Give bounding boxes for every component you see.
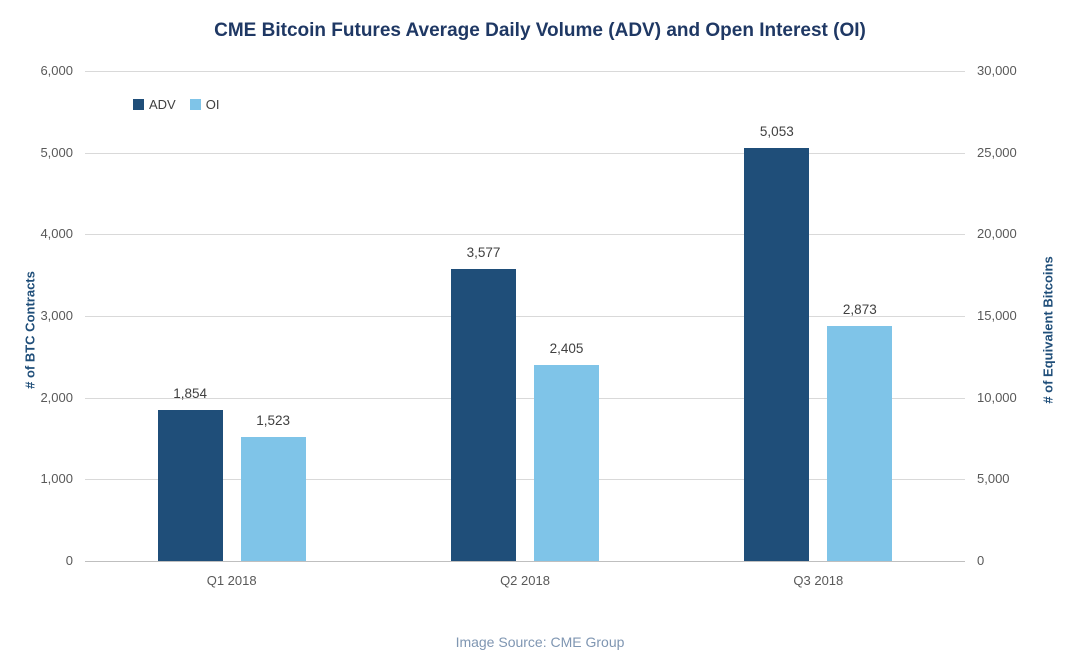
- chart-title: CME Bitcoin Futures Average Daily Volume…: [214, 20, 866, 41]
- legend-label-adv: ADV: [149, 97, 176, 112]
- category-label: Q2 2018: [500, 573, 550, 588]
- image-source-caption: Image Source: CME Group: [455, 634, 625, 650]
- right-axis-tick-label: 5,000: [977, 471, 1010, 487]
- gridline: [85, 71, 965, 72]
- legend-swatch-adv: [133, 99, 144, 110]
- right-axis-tick-label: 30,000: [977, 63, 1017, 78]
- right-axis-tick-label: 20,000: [977, 226, 1017, 242]
- bar-adv-q3-2018: [744, 148, 810, 561]
- bar-value-label: 2,873: [842, 302, 877, 318]
- bar-value-label: 2,405: [549, 340, 584, 356]
- bar-value-label: 1,523: [256, 412, 291, 428]
- bar-value-label: 5,053: [759, 124, 794, 140]
- legend-label-oi: OI: [205, 97, 220, 112]
- bar-oi-q1-2018: [240, 436, 306, 561]
- bar-value-label: 3,577: [466, 244, 501, 260]
- left-axis-tick-label: 5,000: [40, 144, 73, 160]
- left-axis-tick-label: 4,000: [40, 226, 73, 242]
- bar-adv-q2-2018: [451, 268, 516, 561]
- left-axis-tick-label: 0: [65, 553, 73, 568]
- left-axis-tick-label: 6,000: [40, 63, 73, 78]
- gridline: [85, 234, 965, 236]
- left-axis-tick-label: 1,000: [40, 471, 73, 487]
- legend-item-oi: OI: [189, 97, 220, 112]
- right-axis-tick-label: 0: [977, 553, 985, 568]
- gridline: [85, 316, 965, 317]
- category-label: Q3 2018: [793, 573, 844, 588]
- left-axis-tick-label: 2,000: [40, 389, 73, 405]
- right-axis-title: # of Equivalent Bitcoins: [1040, 256, 1056, 404]
- right-axis-tick-label: 25,000: [977, 144, 1017, 160]
- bar-value-label: 1,854: [173, 385, 208, 401]
- right-axis-tick-label: 10,000: [977, 389, 1017, 405]
- right-axis-tick-label: 15,000: [977, 308, 1017, 323]
- plot-area: ADV OI: [85, 71, 965, 562]
- left-axis-tick-label: 3,000: [40, 308, 73, 323]
- legend-swatch-oi: [189, 99, 201, 110]
- left-axis-title: # of BTC Contracts: [22, 271, 38, 389]
- gridline: [85, 479, 965, 481]
- bar-oi-q3-2018: [827, 326, 893, 561]
- bar-adv-q1-2018: [157, 409, 223, 561]
- legend: ADV OI: [133, 97, 219, 112]
- gridline: [85, 397, 965, 399]
- category-label: Q1 2018: [206, 573, 257, 588]
- legend-item-adv: ADV: [133, 97, 176, 112]
- bar-oi-q2-2018: [534, 364, 599, 561]
- gridline: [85, 152, 965, 154]
